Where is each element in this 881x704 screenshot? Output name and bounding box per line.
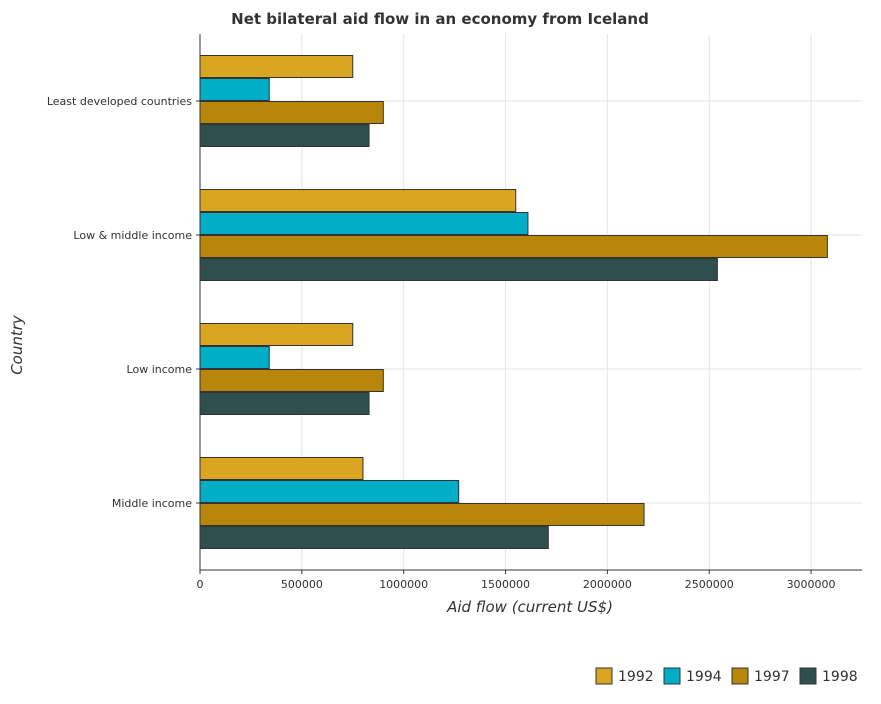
ticks-layer: 0 500000 1000000 1500000 2000000 2500000 30000… (47, 95, 836, 591)
bar-1998 (199, 124, 370, 147)
y-tick-label: Middle income (112, 497, 192, 510)
bar-1998 (199, 392, 370, 415)
legend-swatch (799, 667, 817, 685)
bar-1994 (199, 346, 270, 369)
legend-swatch (595, 667, 613, 685)
x-tick-label: 1000000 (379, 578, 428, 591)
y-tick-label: Low income (127, 363, 193, 376)
x-tick-label: 0 (197, 578, 204, 591)
bar-1998 (199, 258, 718, 281)
x-tick-label: 3000000 (787, 578, 836, 591)
x-tick-label: 2500000 (685, 578, 734, 591)
x-axis-label: Aid flow (current US$) (446, 598, 613, 616)
bar-1994 (199, 78, 270, 101)
legend-swatch (731, 667, 749, 685)
y-tick-label: Low & middle income (73, 229, 192, 242)
legend-label: 1994 (686, 669, 722, 685)
bar-1994 (199, 212, 529, 235)
bar-1992 (199, 189, 517, 212)
x-tick-label: 2000000 (583, 578, 632, 591)
bar-1992 (199, 323, 354, 346)
bars-layer (199, 55, 828, 549)
bar-1997 (199, 503, 645, 526)
y-tick-label: Least developed countries (47, 95, 192, 108)
legend: 1992 1994 1997 1998 (595, 667, 858, 685)
y-axis-label: Country (8, 314, 26, 375)
axes-layer (199, 34, 862, 571)
legend-swatch (663, 667, 681, 685)
bar-1997 (199, 235, 828, 258)
bar-1997 (199, 369, 384, 392)
x-tick-label: 1500000 (481, 578, 530, 591)
chart-title: Net bilateral aid flow in an economy fro… (231, 10, 649, 28)
x-tick-label: 500000 (281, 578, 323, 591)
legend-label: 1998 (822, 669, 858, 685)
bar-1992 (199, 457, 364, 480)
legend-label: 1997 (754, 669, 790, 685)
bar-1992 (199, 55, 354, 78)
bar-1997 (199, 101, 384, 124)
bar-1998 (199, 526, 549, 549)
legend-label: 1992 (618, 669, 654, 685)
bar-1994 (199, 480, 460, 503)
